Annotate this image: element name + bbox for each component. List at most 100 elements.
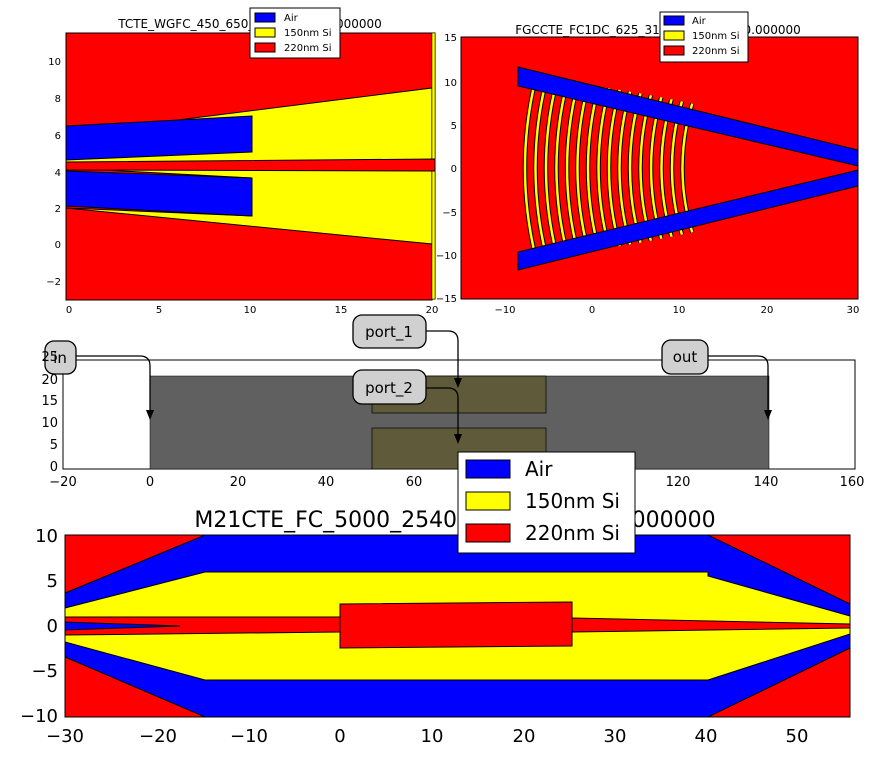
top-right-y-ticks: 15 10 5 0 −5 −10 −15 xyxy=(436,33,457,305)
middle-x-tick-label: 40 xyxy=(318,475,335,490)
top-left-x-ticks: 0 5 10 15 20 xyxy=(66,305,439,316)
bottom-x-tick-label: 50 xyxy=(786,726,809,747)
top-left-upper-air-trench xyxy=(65,115,253,161)
legend-label-220nm: 220nm Si xyxy=(284,43,331,54)
bottom-x-tick-label: 10 xyxy=(421,726,444,747)
top-left-x-tick-label: 0 xyxy=(66,305,72,316)
middle-x-tick-label: 60 xyxy=(406,475,423,490)
label-in-box xyxy=(44,340,77,375)
top-left-y-tick-label: 10 xyxy=(48,57,61,68)
top-right-x-tick-label: 0 xyxy=(589,305,595,316)
top-left-panel: TCTE_WGFC_450_650_2D_R10_GR0.000000 0 5 … xyxy=(46,7,439,316)
middle-panel: in out port_1 port_2 −20 0 20 40 60 80 1… xyxy=(41,314,864,490)
top-right-panel: FGCCTE_FC1DC_625_313_2D_R10_GR0.000000 −… xyxy=(436,11,859,316)
label-port-1: port_1 xyxy=(352,314,427,349)
middle-x-tick-label: 120 xyxy=(666,475,691,490)
middle-x-tick-label: 140 xyxy=(754,475,779,490)
grating-ring-fill xyxy=(544,80,559,256)
grating-ring-fill xyxy=(576,84,590,252)
label-port-2: port_2 xyxy=(352,369,427,405)
middle-y-ticks: 25 20 15 10 5 0 xyxy=(41,350,58,475)
bottom-y-tick-label: 5 xyxy=(47,571,58,592)
legend-label-220nm: 220nm Si xyxy=(692,46,739,57)
bottom-x-tick-label: −20 xyxy=(139,726,177,747)
bottom-y-tick-label: 10 xyxy=(35,526,58,547)
port-1-arrow xyxy=(426,330,459,385)
middle-y-tick-label: 0 xyxy=(50,460,58,475)
legend-label-220nm: 220nm Si xyxy=(525,521,620,545)
top-left-x-tick-label: 15 xyxy=(335,305,348,316)
top-right-y-tick-label: −15 xyxy=(436,294,457,305)
top-left-bottom-220nm-region xyxy=(65,207,433,301)
legend-swatch-air xyxy=(254,12,276,23)
top-right-x-ticks: −10 0 10 20 30 xyxy=(494,305,859,316)
middle-x-tick-label: 160 xyxy=(840,475,865,490)
top-left-y-tick-label: 0 xyxy=(55,240,61,251)
bottom-y-ticks: 10 5 0 −5 −10 xyxy=(20,526,58,727)
middle-x-tick-label: 20 xyxy=(230,475,247,490)
legend-label-air: Air xyxy=(284,13,299,24)
bottom-x-tick-label: 20 xyxy=(513,726,536,747)
middle-x-ticks: −20 0 20 40 60 80 100 120 140 160 xyxy=(49,475,864,490)
top-right-x-tick-label: 10 xyxy=(673,305,686,316)
top-left-x-tick-label: 20 xyxy=(426,305,439,316)
legend-swatch-220nm xyxy=(663,45,685,56)
legend-swatch-220nm xyxy=(465,523,511,543)
top-right-y-tick-label: 15 xyxy=(444,33,457,44)
label-port-1-box xyxy=(352,314,427,349)
bottom-x-tick-label: 30 xyxy=(604,726,627,747)
top-right-y-tick-label: 0 xyxy=(451,164,457,175)
bottom-title: M21CTE_FC_5000_25400_2D_R10_GR0.000000 xyxy=(194,508,715,533)
label-port-2-text: port_2 xyxy=(365,379,413,398)
grating-ring-fill xyxy=(565,83,580,253)
top-right-lower-air-waveguide xyxy=(517,169,859,271)
bottom-x-tick-label: −10 xyxy=(230,726,268,747)
in-arrow-head xyxy=(146,410,154,420)
out-arrow xyxy=(708,355,769,418)
in-arrow xyxy=(76,355,151,418)
top-right-x-tick-label: −10 xyxy=(494,305,515,316)
bottom-input-air-wedge xyxy=(64,621,181,631)
top-left-y-tick-label: 6 xyxy=(55,131,61,142)
top-left-y-ticks: 10 8 6 4 2 0 −2 xyxy=(46,57,61,288)
port-2-arrow xyxy=(426,387,459,440)
middle-y-tick-label: 20 xyxy=(41,373,58,388)
top-right-y-tick-label: 10 xyxy=(444,78,457,89)
port-2-arrow-head xyxy=(454,434,462,444)
middle-x-tick-label: −20 xyxy=(49,475,76,490)
bottom-x-tick-label: 0 xyxy=(334,726,345,747)
top-right-y-tick-label: −10 xyxy=(436,251,457,262)
bottom-legend: Air 150nm Si 220nm Si xyxy=(457,451,636,554)
top-left-y-tick-label: 4 xyxy=(55,168,61,179)
top-left-x-tick-label: 10 xyxy=(244,305,257,316)
top-right-upper-air-waveguide xyxy=(517,66,859,167)
bottom-y-tick-label: 0 xyxy=(47,616,58,637)
bottom-y-tick-label: −5 xyxy=(31,661,58,682)
legend-swatch-220nm xyxy=(254,42,276,53)
top-right-x-tick-label: 20 xyxy=(761,305,774,316)
top-right-x-tick-label: 30 xyxy=(847,305,860,316)
label-port-1-text: port_1 xyxy=(365,323,413,342)
top-left-y-tick-label: 2 xyxy=(55,204,61,215)
grating-ring-fill xyxy=(534,79,548,257)
legend-label-air: Air xyxy=(692,16,707,27)
legend-swatch-air xyxy=(663,15,685,26)
legend-swatch-150nm xyxy=(663,30,685,41)
label-in-text: in xyxy=(53,349,67,367)
label-out-text: out xyxy=(673,348,698,366)
label-in: in xyxy=(44,340,77,375)
bottom-x-ticks: −30 −20 −10 0 10 20 30 40 50 xyxy=(46,726,808,747)
legend-label-air: Air xyxy=(525,457,553,481)
middle-y-tick-label: 5 xyxy=(50,438,58,453)
bottom-x-tick-label: 40 xyxy=(695,726,718,747)
middle-y-tick-label: 25 xyxy=(41,350,58,365)
top-left-lower-air-trench xyxy=(65,170,253,217)
legend-swatch-air xyxy=(465,459,511,479)
top-left-waveguide-core xyxy=(65,158,436,172)
top-left-x-tick-label: 5 xyxy=(156,305,162,316)
legend-swatch-150nm xyxy=(254,27,276,38)
label-out: out xyxy=(661,339,709,375)
middle-y-tick-label: 15 xyxy=(41,394,58,409)
bottom-panel: M21CTE_FC_5000_25400_2D_R10_GR0.000000 A… xyxy=(20,451,851,747)
